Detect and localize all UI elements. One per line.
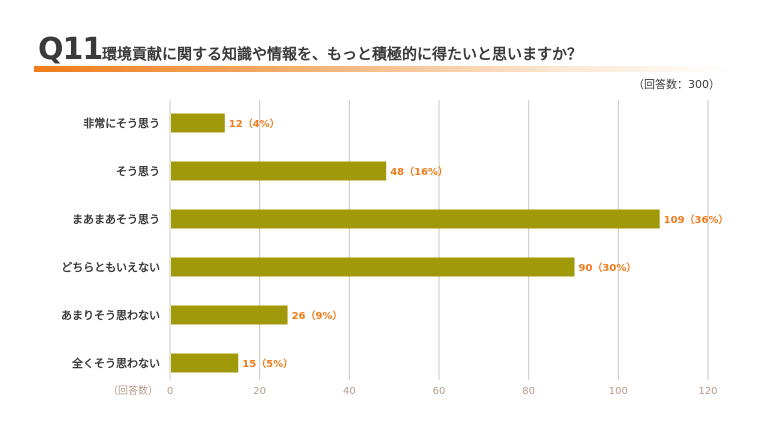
category-labels: 非常にそう思うそう思うまあまあそう思うどちらともいえないあまりそう思わない全くそ… — [61, 116, 160, 370]
data-label-3: 90（30%） — [579, 261, 637, 274]
data-label-5: 15（5%） — [242, 357, 293, 370]
x-tick-labels: 0 20 40 60 80 100 120 — [167, 386, 718, 397]
bar-0 — [171, 113, 225, 133]
category-label-4: あまりそう思わない — [61, 309, 160, 322]
category-label-1: そう思う — [116, 165, 160, 178]
category-label-5: 全くそう思わない — [71, 356, 160, 370]
bar-5 — [171, 353, 239, 373]
data-label-1: 48（16%） — [390, 165, 448, 178]
data-label-0: 12（4%） — [229, 117, 280, 130]
data-label-2: 109（36%） — [664, 213, 729, 226]
grid-lines — [169, 100, 709, 380]
bar-2 — [171, 209, 660, 229]
x-tick-120: 120 — [698, 386, 717, 397]
category-label-0: 非常にそう思う — [83, 116, 160, 130]
x-tick-40: 40 — [343, 386, 356, 397]
respondent-count: （回答数：300） — [633, 78, 720, 91]
x-tick-0: 0 — [167, 386, 173, 397]
x-tick-20: 20 — [253, 386, 266, 397]
x-tick-80: 80 — [522, 386, 535, 397]
category-label-2: まあまあそう思う — [72, 213, 160, 226]
bar-4 — [171, 305, 288, 325]
bar-3 — [171, 257, 575, 277]
title-underline — [34, 66, 734, 72]
question-title: 環境貢献に関する知識や情報を、もっと積極的に得たいと思いますか？ — [102, 45, 583, 63]
question-number: Q11 — [38, 32, 103, 67]
x-axis-label: （回答数） — [108, 384, 158, 397]
data-label-4: 26（9%） — [292, 309, 343, 322]
x-tick-100: 100 — [609, 386, 628, 397]
bars — [171, 113, 660, 373]
category-label-3: どちらともいえない — [61, 261, 160, 274]
x-tick-60: 60 — [433, 386, 446, 397]
data-labels: 12（4%） 48（16%） 109（36%） 90（30%） 26（9%） 15（5%） — [229, 117, 729, 370]
bar-1 — [171, 161, 387, 181]
